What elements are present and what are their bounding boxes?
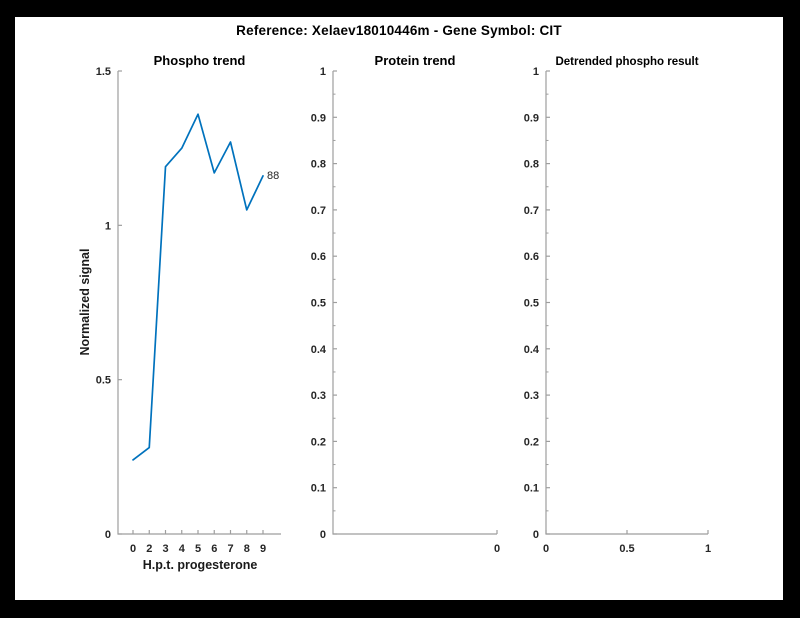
y-tick-label: 1 — [105, 220, 111, 232]
y-tick-label: 0.7 — [311, 205, 326, 217]
figure-title: Reference: Xelaev18010446m - Gene Symbol… — [236, 23, 562, 38]
phospho-trend-line — [132, 113, 264, 461]
y-tick-label: 0.9 — [524, 112, 539, 124]
y-tick-label: 0.6 — [524, 251, 539, 263]
axes-spines — [332, 71, 497, 535]
x-tick-label: 4 — [179, 543, 186, 555]
endpoint-annotation: 88 — [267, 170, 279, 182]
y-tick-label: 0.9 — [311, 112, 326, 124]
y-tick-label: 0.2 — [311, 436, 326, 448]
y-tick-label: 0.5 — [524, 298, 539, 310]
y-tick-label: 1.5 — [96, 66, 111, 78]
y-tick-label: 0.5 — [96, 375, 111, 387]
y-tick-label: 0.1 — [311, 483, 326, 495]
y-tick-label: 0 — [533, 529, 539, 541]
x-tick-label: 3 — [162, 543, 168, 555]
x-tick-label: 8 — [244, 543, 250, 555]
charts-canvas: 00.511.50 2 3 4 5 6 7 8 98800.10.20.30.40.50.60.… — [96, 66, 711, 555]
y-tick-label: 0.5 — [311, 298, 326, 310]
y-tick-label: 0.7 — [524, 205, 539, 217]
y-tick-label: 0.3 — [311, 390, 326, 402]
x-tick-label: 0 — [130, 543, 136, 555]
y-tick-label: 0.3 — [524, 390, 539, 402]
y-tick-label: 1 — [320, 66, 326, 78]
y-tick-label: 0.1 — [524, 483, 539, 495]
phospho-trend-plot-title: Phospho trend — [153, 53, 246, 68]
x-tick-label: 7 — [227, 543, 233, 555]
y-tick-label: 0 — [320, 529, 326, 541]
protein-trend-plot-title: Protein trend — [374, 53, 456, 68]
y-tick-label: 0.8 — [311, 159, 326, 171]
axes-spines — [117, 71, 281, 535]
x-tick-label: 9 — [260, 543, 266, 555]
y-tick-label: 0.4 — [524, 344, 540, 356]
y-tick-label: 0.6 — [311, 251, 326, 263]
y-tick-label: 0.4 — [311, 344, 327, 356]
x-tick-label: 1 — [705, 543, 711, 555]
detrended-phospho-plot-title: Detrended phospho result — [555, 56, 699, 68]
x-tick-label: 0.5 — [619, 543, 634, 555]
matlab-figure-window: Reference: Xelaev18010446m - Gene Symbol… — [15, 17, 783, 600]
y-tick-label: 1 — [533, 66, 539, 78]
y-tick-label: 0 — [105, 529, 111, 541]
x-tick-label: 5 — [195, 543, 201, 555]
phospho-xaxis-label: H.p.t. progesterone — [142, 558, 258, 572]
y-tick-label: 0.8 — [524, 159, 539, 171]
x-tick-label: 0 — [543, 543, 549, 555]
x-tick-label: 0 — [494, 543, 500, 555]
axes-spines — [545, 71, 708, 535]
y-tick-label: 0.2 — [524, 436, 539, 448]
x-tick-label: 2 — [146, 543, 152, 555]
x-tick-label: 6 — [211, 543, 217, 555]
